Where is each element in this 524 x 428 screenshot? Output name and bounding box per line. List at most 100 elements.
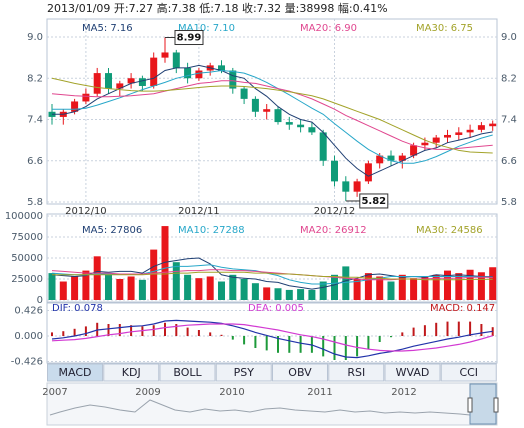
volume-bar xyxy=(274,288,282,300)
tab-label[interactable]: BOLL xyxy=(173,366,202,379)
ma-line xyxy=(51,80,493,150)
x-tick-label: 2012/12 xyxy=(314,206,356,217)
macd-bar xyxy=(423,325,426,336)
macd-bar xyxy=(378,336,381,342)
tab-button[interactable] xyxy=(272,363,328,382)
macd-frame xyxy=(46,302,498,364)
candle-body xyxy=(240,88,248,99)
volume-bar xyxy=(161,226,169,300)
legend-entry: MA10: 7.10 xyxy=(178,23,235,34)
tab-button[interactable] xyxy=(47,363,103,382)
y-tick-label-right: 6.6 xyxy=(501,156,517,167)
tab-label[interactable]: WVAD xyxy=(396,366,430,379)
macd-bar xyxy=(231,336,234,340)
tab[interactable]: WVAD xyxy=(384,363,441,382)
macd-bar xyxy=(84,326,87,336)
tab[interactable]: MACD xyxy=(47,363,103,382)
ma-line xyxy=(51,319,493,359)
candle-body xyxy=(477,125,485,130)
volume-bar xyxy=(477,272,485,300)
y-tick-label: 6.6 xyxy=(27,156,43,167)
legend-entry: DIF: 0.078 xyxy=(52,303,103,314)
y-tick-label: 5.8 xyxy=(27,197,43,208)
legend-entry: MA20: 26912 xyxy=(300,225,367,236)
volume-bar xyxy=(172,262,180,300)
window-handle[interactable] xyxy=(493,397,499,413)
y-tick-label-right: 8.2 xyxy=(501,73,517,84)
candle-body xyxy=(444,134,451,138)
macd-bar xyxy=(243,336,246,345)
macd-bar xyxy=(265,336,268,351)
macd-bar xyxy=(51,332,53,336)
macd-bar xyxy=(322,336,325,357)
volume-bar xyxy=(387,281,395,300)
legend-entry: MA10: 27288 xyxy=(178,225,245,236)
macd-bar xyxy=(152,325,155,336)
tab-button[interactable] xyxy=(440,363,497,382)
candle-body xyxy=(331,160,338,182)
volume-bar xyxy=(150,249,158,300)
tab[interactable]: BOLL xyxy=(159,363,216,382)
macd-bar xyxy=(333,336,336,360)
legend-entry: MA5: 27806 xyxy=(82,225,142,236)
candle-body xyxy=(421,142,429,146)
tab-label[interactable]: OBV xyxy=(288,366,312,379)
tab[interactable]: RSI xyxy=(328,363,385,382)
overview-frame xyxy=(46,382,498,426)
macd-bar xyxy=(62,331,65,336)
candle-body xyxy=(93,73,101,94)
macd-bar xyxy=(480,324,483,336)
macd-bar xyxy=(73,328,76,336)
candle-body xyxy=(466,129,474,133)
macd-bar xyxy=(197,330,200,336)
ma-line xyxy=(52,64,493,177)
tab-button[interactable] xyxy=(384,363,441,382)
y-tick-label-right: 5.8 xyxy=(501,197,517,208)
header-info: 2013/01/09 开:7.27 高:7.38 低:7.18 收:7.32 量… xyxy=(47,1,388,15)
volume-bar xyxy=(308,289,316,300)
y-tick-label: 8.2 xyxy=(27,73,43,84)
volume-bar xyxy=(229,274,237,300)
legend-entry: MACD: 0.147 xyxy=(430,303,495,314)
overview-window[interactable] xyxy=(469,383,497,425)
volume-bar xyxy=(71,276,79,300)
tab-label[interactable]: CCI xyxy=(459,366,478,379)
candle-body xyxy=(161,52,169,58)
volume-bar xyxy=(353,279,361,300)
low-label: 5.82 xyxy=(361,196,386,207)
candle-body xyxy=(285,122,293,125)
candle-body xyxy=(82,93,90,102)
tab[interactable]: PSY xyxy=(215,363,272,382)
ma-line xyxy=(51,323,493,352)
tab-button[interactable] xyxy=(328,363,385,382)
tab-label[interactable]: MACD xyxy=(59,366,92,379)
y-tick-label: 7.4 xyxy=(27,115,43,126)
tab[interactable]: CCI xyxy=(440,363,497,382)
tab[interactable]: OBV xyxy=(272,363,328,382)
x-tick-label: 2012/10 xyxy=(65,206,107,217)
tab-button[interactable] xyxy=(103,363,160,382)
volume-bar xyxy=(285,289,293,300)
tab[interactable]: KDJ xyxy=(103,363,160,382)
volume-bar xyxy=(342,266,350,300)
macd-bar xyxy=(367,336,370,350)
tab-label[interactable]: PSY xyxy=(234,366,255,379)
candle-body xyxy=(251,98,259,112)
macd-bar xyxy=(107,324,110,336)
tab-button[interactable] xyxy=(215,363,272,382)
volume-bar xyxy=(82,270,90,300)
callout-box xyxy=(359,193,389,209)
price-frame xyxy=(46,18,498,205)
candle-body xyxy=(410,145,418,156)
volume-bar xyxy=(93,256,101,300)
y-tick-label: 0.426 xyxy=(14,305,43,316)
tab-label[interactable]: KDJ xyxy=(122,366,141,379)
volume-bar xyxy=(127,276,135,300)
tab-button[interactable] xyxy=(159,363,216,382)
volume-bar xyxy=(206,276,214,300)
candle-body xyxy=(195,70,203,79)
window-handle[interactable] xyxy=(467,397,473,413)
tab-label[interactable]: RSI xyxy=(347,366,365,379)
candle-body xyxy=(319,132,327,161)
